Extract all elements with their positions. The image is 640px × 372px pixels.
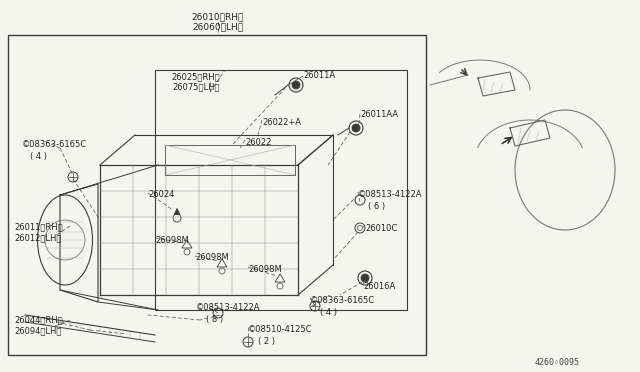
Text: ©08363-6165C: ©08363-6165C bbox=[310, 296, 375, 305]
Text: 26094（LH）: 26094（LH） bbox=[14, 326, 61, 335]
Circle shape bbox=[361, 274, 369, 282]
Text: 26011（RH）: 26011（RH） bbox=[14, 222, 63, 231]
Bar bbox=[155, 70, 407, 310]
Text: 26010C: 26010C bbox=[365, 224, 397, 233]
Text: ©08513-4122A: ©08513-4122A bbox=[358, 190, 422, 199]
Text: 26044（RH）: 26044（RH） bbox=[14, 315, 63, 324]
Text: 26022+A: 26022+A bbox=[262, 118, 301, 127]
Circle shape bbox=[352, 124, 360, 132]
Text: ( 6 ): ( 6 ) bbox=[368, 202, 385, 211]
Text: 26098M: 26098M bbox=[195, 253, 228, 262]
Text: 26025（RH）: 26025（RH） bbox=[172, 72, 220, 81]
Text: 26010（RH）: 26010（RH） bbox=[192, 12, 244, 21]
Text: ( 2 ): ( 2 ) bbox=[258, 337, 275, 346]
Text: 26098M: 26098M bbox=[155, 236, 189, 245]
Text: 26098M: 26098M bbox=[248, 265, 282, 274]
Bar bbox=[8, 35, 426, 355]
Text: 26011A: 26011A bbox=[303, 71, 335, 80]
Text: ( 8 ): ( 8 ) bbox=[206, 315, 223, 324]
Text: ©08513-4122A: ©08513-4122A bbox=[196, 303, 260, 312]
Text: ( 4 ): ( 4 ) bbox=[320, 308, 337, 317]
Text: 26024: 26024 bbox=[148, 190, 174, 199]
Text: ©08510-4125C: ©08510-4125C bbox=[248, 325, 312, 334]
Text: 26075（LH）: 26075（LH） bbox=[172, 82, 220, 91]
Text: ©08363-6165C: ©08363-6165C bbox=[22, 140, 87, 149]
Text: 26012（LH）: 26012（LH） bbox=[14, 233, 61, 242]
Text: 26022: 26022 bbox=[245, 138, 271, 147]
Circle shape bbox=[292, 81, 300, 89]
Text: 4260◦0095: 4260◦0095 bbox=[535, 358, 580, 367]
Text: 26060（LH）: 26060（LH） bbox=[193, 22, 244, 31]
Text: ( 4 ): ( 4 ) bbox=[30, 152, 47, 161]
Text: 26011AA: 26011AA bbox=[360, 110, 398, 119]
Text: 26016A: 26016A bbox=[363, 282, 396, 291]
